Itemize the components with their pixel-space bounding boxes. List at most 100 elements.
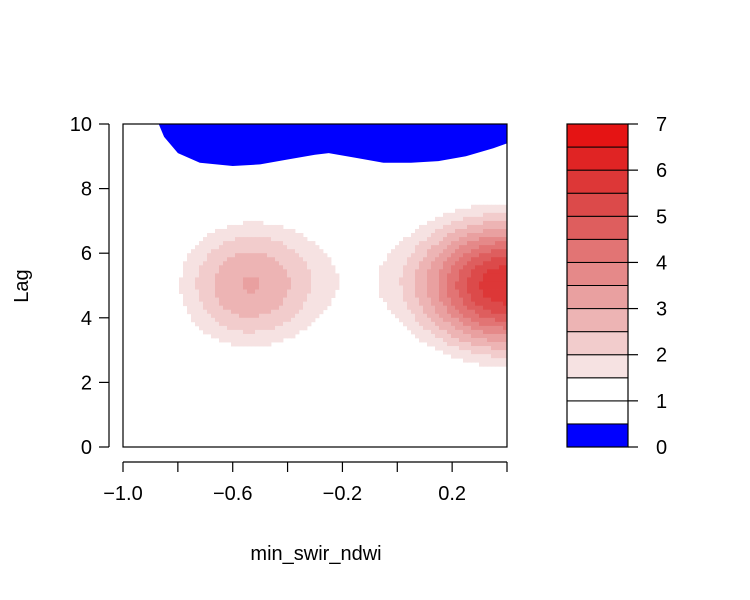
- contour-cell: [275, 249, 280, 254]
- contour-cell: [499, 249, 504, 254]
- contour-cell: [423, 317, 428, 323]
- contour-cell: [503, 253, 508, 258]
- contour-cell: [231, 337, 236, 343]
- contour-cell: [311, 301, 316, 307]
- contour-cell: [219, 309, 224, 315]
- contour-cell: [455, 273, 460, 278]
- contour-cell: [463, 305, 468, 311]
- contour-cell: [415, 333, 420, 339]
- contour-cell: [499, 216, 504, 222]
- contour-cell: [479, 228, 484, 234]
- contour-cell: [499, 301, 504, 307]
- contour-cell: [411, 293, 416, 299]
- contour-cell: [319, 253, 324, 258]
- contour-cell: [387, 289, 392, 294]
- contour-cell: [499, 204, 504, 210]
- contour-cell: [259, 293, 264, 299]
- contour-cell: [503, 220, 508, 226]
- contour-cell: [479, 325, 484, 331]
- contour-cell: [215, 281, 220, 286]
- contour-cell: [483, 265, 488, 270]
- contour-cell: [491, 228, 496, 234]
- contour-cell: [439, 317, 444, 323]
- contour-cell: [303, 297, 308, 303]
- contour-cell: [239, 333, 244, 339]
- contour-cell: [491, 354, 496, 359]
- contour-cell: [463, 265, 468, 270]
- contour-cell: [195, 301, 200, 307]
- contour-cell: [439, 277, 444, 282]
- y-tick-label: 4: [81, 308, 92, 330]
- contour-cell: [295, 313, 300, 319]
- contour-cell: [247, 241, 252, 246]
- contour-cell: [483, 346, 488, 351]
- contour-cell: [207, 317, 212, 323]
- contour-cell: [211, 265, 216, 270]
- contour-cell: [451, 305, 456, 311]
- contour-cell: [459, 261, 464, 266]
- contour-cell: [231, 277, 236, 282]
- contour-cell: [475, 289, 480, 294]
- contour-cell: [427, 337, 432, 343]
- contour-cell: [415, 289, 420, 294]
- contour-cell: [503, 265, 508, 270]
- contour-cell: [231, 228, 236, 234]
- contour-cell: [199, 249, 204, 254]
- contour-cell: [251, 269, 256, 274]
- contour-cell: [239, 261, 244, 266]
- contour-cell: [435, 329, 440, 335]
- contour-cell: [239, 321, 244, 327]
- contour-cell: [191, 249, 196, 254]
- contour-cell: [283, 277, 288, 282]
- contour-cell: [451, 289, 456, 294]
- contour-cell: [211, 333, 216, 339]
- contour-cell: [427, 237, 432, 242]
- contour-cell: [455, 317, 460, 323]
- contour-cell: [303, 245, 308, 250]
- contour-cell: [219, 273, 224, 278]
- contour-cell: [491, 321, 496, 327]
- contour-cell: [475, 224, 480, 230]
- contour-cell: [199, 277, 204, 282]
- contour-cell: [235, 301, 240, 307]
- contour-cell: [451, 309, 456, 315]
- contour-cell: [263, 237, 268, 242]
- contour-cell: [459, 273, 464, 278]
- contour-cell: [483, 281, 488, 286]
- contour-cell: [251, 249, 256, 254]
- contour-cell: [251, 285, 256, 290]
- contour-cell: [223, 237, 228, 242]
- contour-cell: [499, 208, 504, 214]
- contour-cell: [447, 212, 452, 218]
- contour-cell: [239, 317, 244, 323]
- contour-cell: [483, 309, 488, 315]
- contour-cell: [443, 253, 448, 258]
- contour-cell: [463, 342, 468, 347]
- contour-cell: [423, 273, 428, 278]
- contour-cell: [207, 297, 212, 303]
- contour-cell: [207, 313, 212, 319]
- contour-cell: [463, 317, 468, 323]
- contour-cell: [287, 233, 292, 238]
- contour-cell: [387, 293, 392, 299]
- contour-cell: [431, 273, 436, 278]
- contour-cell: [399, 257, 404, 262]
- contour-cell: [267, 228, 272, 234]
- contour-cell: [319, 289, 324, 294]
- contour-cell: [443, 337, 448, 343]
- contour-cell: [439, 265, 444, 270]
- contour-cell: [231, 269, 236, 274]
- contour-cell: [259, 265, 264, 270]
- contour-cell: [491, 273, 496, 278]
- contour-cell: [399, 277, 404, 282]
- contour-cell: [503, 204, 508, 210]
- contour-cell: [407, 289, 412, 294]
- contour-cell: [335, 281, 340, 286]
- contour-cell: [299, 241, 304, 246]
- contour-cell: [227, 309, 232, 315]
- contour-cell: [431, 277, 436, 282]
- contour-cell: [287, 281, 292, 286]
- contour-cell: [483, 337, 488, 343]
- contour-cell: [495, 358, 500, 363]
- contour-cell: [471, 265, 476, 270]
